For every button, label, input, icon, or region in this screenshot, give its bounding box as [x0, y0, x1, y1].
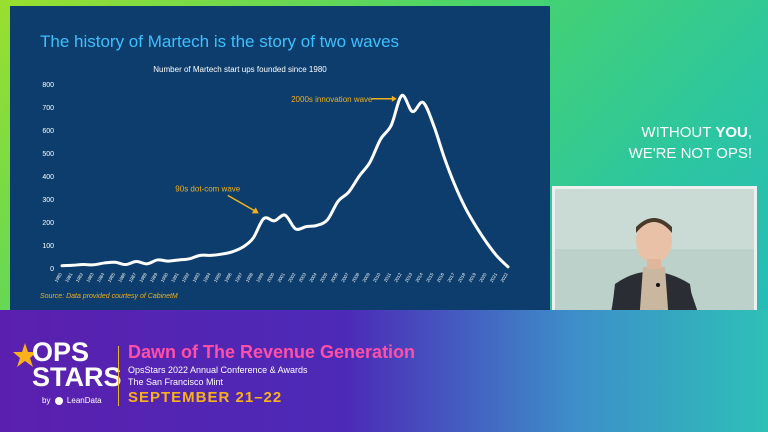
x-tick-label: 2019	[468, 272, 478, 284]
x-tick-label: 2002	[287, 272, 297, 284]
annotation-label: 90s dot-com wave	[175, 184, 240, 193]
x-tick-label: 1996	[223, 272, 233, 284]
opsstars-logo: OPS STARS by LeanData	[13, 339, 122, 412]
x-tick-label: 1989	[149, 272, 159, 284]
event-subtitle-line2: The San Francisco Mint	[128, 377, 224, 387]
x-tick-label: 2007	[340, 272, 350, 284]
x-tick-label: 2000	[266, 272, 276, 284]
chart-source: Source: Data provided courtesy of Cabine…	[40, 293, 178, 300]
star-icon	[13, 343, 37, 367]
series-line	[60, 93, 510, 269]
x-tick-label: 2014	[415, 272, 425, 284]
presentation-slide: The history of Martech is the story of t…	[10, 6, 550, 312]
banner-divider	[118, 346, 119, 406]
x-tick-label: 1982	[75, 272, 85, 284]
x-tick-label: 1985	[107, 272, 117, 284]
x-tick-label: 1995	[213, 272, 223, 284]
logo-byline: by LeanData	[42, 396, 102, 405]
tagline-line1: WITHOUT YOU,	[560, 122, 752, 143]
tagline-line2: WE'RE NOT OPS!	[628, 145, 752, 162]
arrow-head-icon	[251, 207, 259, 214]
y-tick-label: 100	[42, 243, 54, 250]
logo-brand: LeanData	[66, 396, 102, 405]
x-tick-label: 2017	[446, 272, 456, 284]
line-chart: Number of Martech start ups founded sinc…	[42, 65, 510, 284]
tagline: WITHOUT YOU, WE'RE NOT OPS!	[560, 122, 752, 164]
x-tick-label: 1999	[255, 272, 265, 284]
x-tick-label: 2010	[372, 272, 382, 284]
y-tick-label: 800	[42, 82, 54, 89]
y-tick-label: 600	[42, 128, 54, 135]
tagline-bold: YOU	[715, 124, 748, 141]
x-tick-label: 1980	[54, 272, 64, 284]
annotation-label: 2000s innovation wave	[291, 95, 373, 104]
tagline-post: ,	[747, 124, 752, 141]
leandata-icon	[54, 396, 63, 405]
x-tick-label: 1990	[160, 272, 170, 284]
x-tick-label: 1992	[181, 272, 191, 284]
x-tick-label: 2022	[500, 272, 510, 284]
x-tick-label: 1988	[138, 272, 148, 284]
y-tick-label: 400	[42, 174, 54, 181]
x-tick-label: 1993	[192, 272, 202, 284]
y-tick-label: 0	[50, 266, 54, 273]
x-tick-label: 2021	[489, 272, 499, 284]
logo-wordmark: OPS STARS	[32, 337, 122, 392]
x-tick-label: 2018	[457, 272, 467, 284]
y-tick-label: 500	[42, 151, 54, 158]
logo-ops: OPS	[32, 337, 90, 367]
x-tick-label: 2005	[319, 272, 329, 284]
event-title: Dawn of The Revenue Generation	[128, 342, 416, 362]
event-subtitle-line1: OpsStars 2022 Annual Conference & Awards	[128, 365, 308, 375]
x-tick-label: 2016	[436, 272, 446, 284]
x-tick-label: 2013	[404, 272, 414, 284]
x-tick-label: 2006	[330, 272, 340, 284]
x-tick-label: 1998	[245, 272, 255, 284]
x-tick-label: 2009	[361, 272, 371, 284]
x-tick-label: 1986	[117, 272, 127, 284]
x-tick-label: 2008	[351, 272, 361, 284]
x-tick-label: 2001	[277, 272, 287, 284]
annotation-arrow	[227, 194, 257, 213]
chart-title: Number of Martech start ups founded sinc…	[153, 65, 327, 74]
x-tick-label: 2015	[425, 272, 435, 284]
x-tick-label: 2004	[308, 272, 318, 284]
event-date: SEPTEMBER 21–22	[128, 389, 283, 406]
x-tick-label: 2003	[298, 272, 308, 284]
x-tick-label: 1983	[85, 272, 95, 284]
event-banner: OPS STARS by LeanData Dawn of The Revenu…	[0, 310, 768, 432]
x-tick-label: 1987	[128, 272, 138, 284]
x-tick-label: 1997	[234, 272, 244, 284]
y-tick-label: 200	[42, 220, 54, 227]
x-tick-label: 1994	[202, 272, 212, 284]
logo-stars: STARS	[32, 362, 122, 392]
x-tick-label: 1981	[64, 272, 74, 284]
x-tick-label: 1991	[170, 272, 180, 284]
y-tick-label: 700	[42, 105, 54, 112]
x-tick-label: 2011	[383, 272, 392, 283]
y-tick-label: 300	[42, 197, 54, 204]
tagline-pre: WITHOUT	[641, 124, 716, 141]
arrow-head-icon	[391, 95, 397, 102]
slide-title: The history of Martech is the story of t…	[40, 32, 400, 51]
x-tick-label: 2020	[478, 272, 488, 284]
logo-by: by	[42, 396, 51, 405]
x-tick-label: 2012	[393, 272, 403, 284]
event-subtitle: OpsStars 2022 Annual Conference & Awards…	[128, 364, 307, 388]
x-tick-label: 1984	[96, 272, 106, 284]
